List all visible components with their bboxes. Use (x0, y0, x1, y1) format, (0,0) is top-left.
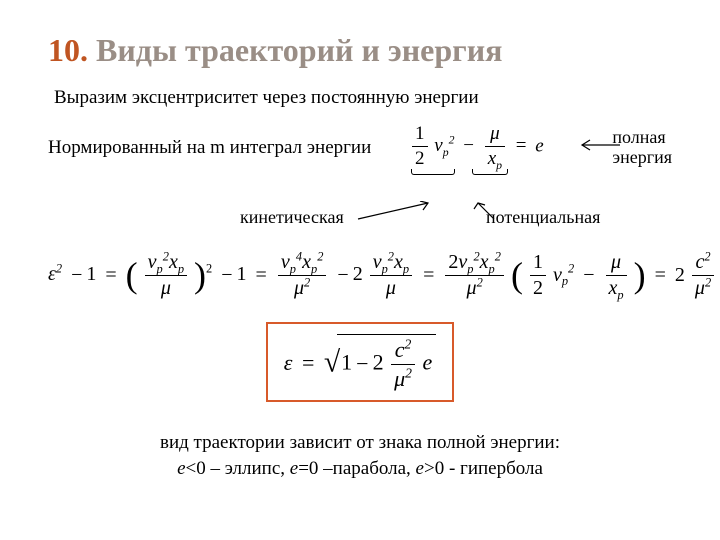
kinetic-underbrace (411, 169, 455, 175)
conclusion-line1: вид траектории зависит от знака полной э… (48, 430, 672, 457)
kinetic-label: кинетическая (240, 207, 344, 228)
energy-equation: 12 vp2 − μxp = e (410, 123, 544, 170)
slide: 10. Виды траекторий и энергия Выразим эк… (0, 0, 720, 540)
title-number: 10. (48, 32, 88, 68)
eccentricity-result: ε = √ 1−2 c2μ2 e (48, 322, 672, 402)
potential-label: потенциальная (486, 207, 600, 228)
arrow-kinetic (356, 201, 436, 223)
title-text: Виды траекторий и энергия (96, 32, 502, 68)
slide-title: 10. Виды траекторий и энергия (48, 32, 672, 69)
energy-row: Нормированный на m интеграл энергии 12 v… (48, 123, 672, 201)
subtitle: Выразим эксцентриситет через постоянную … (54, 87, 672, 109)
full-energy-label: полная энергия (612, 127, 672, 168)
eccentricity-derivation: ε2 −1 = ( vp2xp μ )2 −1 = vp4xp2 μ2 −2 v… (48, 251, 672, 300)
potential-underbrace (472, 169, 508, 175)
conclusion-line2: e<0 – эллипс, e=0 –парабола, e>0 - гипер… (48, 456, 672, 483)
conclusion: вид траектории зависит от знака полной э… (48, 430, 672, 483)
term-labels-row: кинетическая потенциальная (48, 207, 672, 241)
normalized-integral-label: Нормированный на m интеграл энергии (48, 137, 371, 159)
